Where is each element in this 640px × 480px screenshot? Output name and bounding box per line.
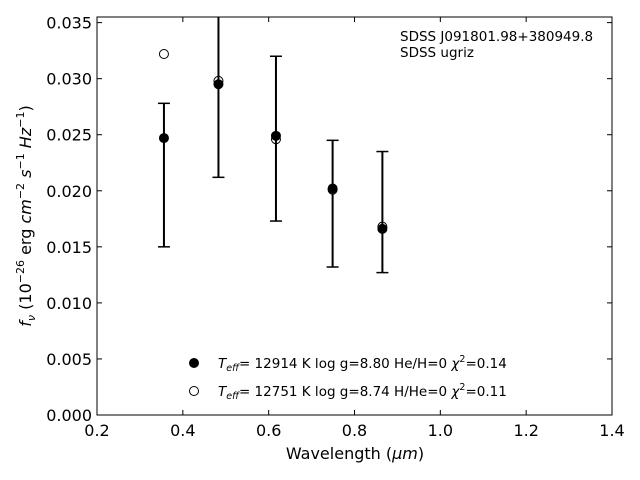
x-tick-label: 0.2 — [84, 421, 109, 440]
y-tick-label: 0.020 — [46, 182, 92, 201]
legend-label-open: Teff= 12751 K log g=8.74 H/He=0 χ2=0.11 — [218, 382, 507, 402]
point-filled — [158, 133, 169, 144]
x-tick-label: 0.4 — [170, 421, 195, 440]
x-tick-label: 1.4 — [599, 421, 624, 440]
legend-marker-open — [189, 386, 199, 396]
y-tick-label: 0.005 — [46, 350, 92, 369]
point-filled — [213, 79, 224, 90]
x-tick-label: 1.0 — [428, 421, 453, 440]
plot-frame — [96, 16, 613, 416]
x-tick-label: 0.8 — [342, 421, 367, 440]
legend: Teff= 12914 K log g=8.80 He/H=0 χ2=0.14 … — [189, 354, 507, 402]
data-points — [158, 48, 388, 234]
y-tick-label: 0.000 — [46, 406, 92, 425]
x-tick-label: 1.2 — [513, 421, 538, 440]
x-tick-label: 0.6 — [256, 421, 281, 440]
y-axis-label: fν (10−26 erg cm−2 s−1 Hz−1) — [14, 105, 38, 326]
point-filled — [270, 130, 281, 141]
y-tick-label: 0.030 — [46, 70, 92, 89]
y-tick-label: 0.010 — [46, 294, 92, 313]
point-filled — [327, 183, 338, 194]
y-tick-label: 0.025 — [46, 126, 92, 145]
legend-label-filled: Teff= 12914 K log g=8.80 He/H=0 χ2=0.14 — [218, 354, 507, 374]
y-tick-label: 0.035 — [46, 14, 92, 33]
legend-marker-filled — [189, 358, 199, 368]
point-filled — [377, 223, 388, 234]
annotation-object-name: SDSS J091801.98+380949.8 — [400, 29, 593, 45]
x-axis-label: Wavelength (μm) — [286, 444, 424, 463]
ticks: 0.2 0.4 0.6 0.8 1.0 1.2 1.4 0.000 0.005 0.010 0.01… — [46, 14, 625, 440]
annotation-survey: SDSS ugriz — [400, 45, 474, 61]
point-open — [158, 48, 169, 59]
y-tick-label: 0.015 — [46, 238, 92, 257]
